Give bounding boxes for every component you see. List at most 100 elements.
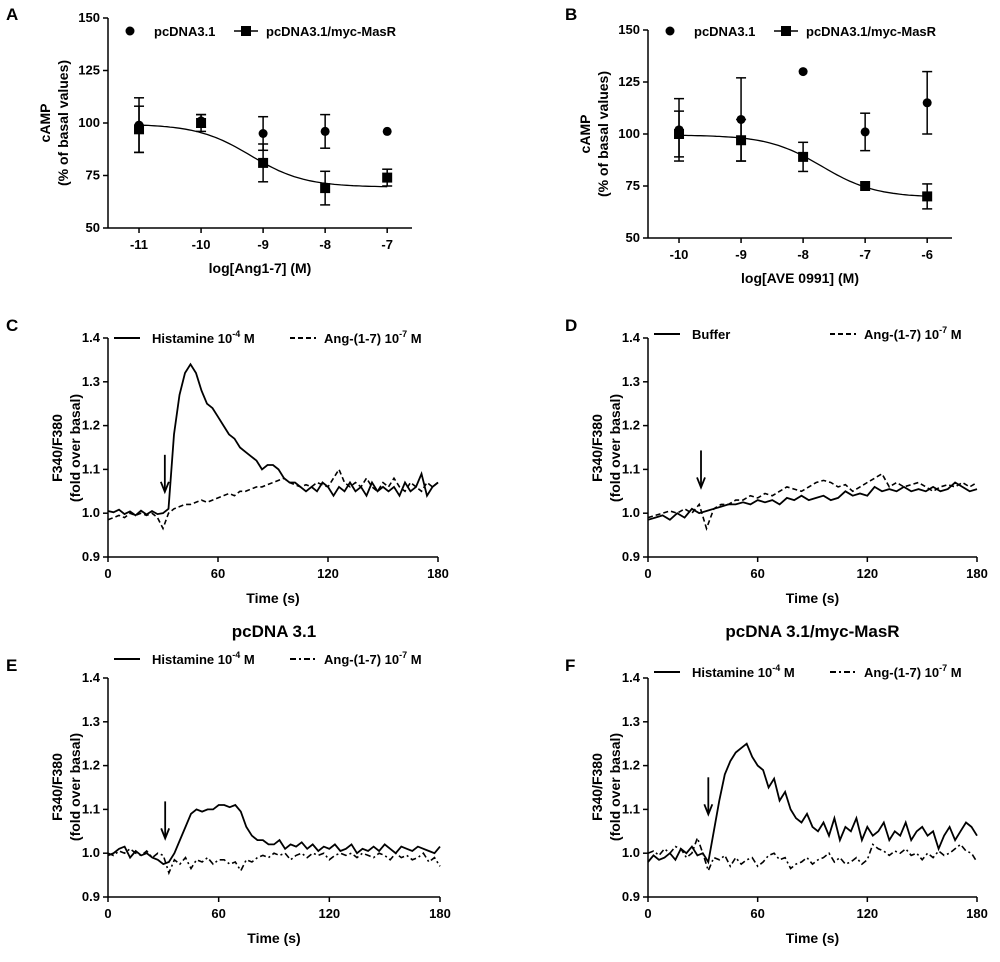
y-tick-label: 150 (78, 10, 100, 25)
y-axis-title: F340/F380 (fold over basal) (49, 394, 83, 502)
panel-a: A 50 75 100 125 150 -11 -10 -9 -8 -7 log[Ang1-7] (M… (6, 5, 412, 276)
legend-label: Ang-(1-7) 10-7 M (324, 650, 422, 667)
y-tick-label: 1.1 (82, 801, 100, 816)
data-point (798, 67, 808, 77)
x-axis-title: Time (s) (786, 930, 839, 946)
y-tick-label: 1.2 (622, 758, 640, 773)
series-line (647, 742, 978, 865)
data-point (674, 129, 685, 139)
data-point (798, 151, 809, 162)
legend-marker-circle (125, 26, 135, 36)
x-axis-title: log[Ang1-7] (M) (209, 260, 312, 276)
panel-letter: C (6, 316, 18, 335)
y-tick-label: 0.9 (82, 889, 100, 904)
y-tick-label: 1.0 (622, 845, 640, 860)
y-tick-label: 1.3 (82, 374, 100, 389)
y-tick-label: 1.4 (82, 670, 101, 685)
x-axis-title: log[AVE 0991] (M) (741, 270, 859, 286)
y-tick-label: 1.4 (622, 330, 641, 345)
y-tick-label: 100 (618, 126, 640, 141)
panel-d: D 0.9 1.0 1.1 1.2 1.3 1.4 0 60 120 180 Time (s) F340… (565, 316, 988, 606)
legend-marker-square (241, 26, 251, 36)
y-axis-title-line: (% of basal values) (55, 60, 71, 186)
x-tick-label: 180 (966, 566, 988, 581)
y-axis-title: F340/F380 (fold over basal) (49, 733, 83, 841)
data-point (736, 135, 747, 146)
panel-letter: E (6, 656, 17, 675)
x-tick-label: 120 (318, 906, 340, 921)
y-tick-label: 1.2 (82, 758, 100, 773)
legend-label: pcDNA3.1/myc-MasR (266, 24, 397, 39)
x-tick-label: 120 (856, 566, 878, 581)
legend-label: Ang-(1-7) 10-7 M (864, 325, 962, 342)
y-axis-title-line: F340/F380 (589, 753, 605, 821)
legend-label: Histamine 10-4 M (152, 329, 255, 346)
y-tick-label: 75 (86, 168, 100, 183)
x-tick-label: 0 (104, 906, 111, 921)
legend-label: Ang-(1-7) 10-7 M (324, 329, 422, 346)
x-tick-label: 60 (211, 906, 225, 921)
x-tick-label: 180 (966, 906, 988, 921)
x-tick-label: 180 (429, 906, 451, 921)
legend-label: Ang-(1-7) 10-7 M (864, 663, 962, 680)
panel-letter: D (565, 316, 577, 335)
stimulus-arrow-head (703, 803, 714, 817)
stimulus-arrow-head (160, 828, 171, 841)
legend-label: pcDNA3.1/myc-MasR (806, 24, 937, 39)
y-axis-title: cAMP (% of basal values) (37, 60, 71, 186)
data-point (258, 129, 268, 138)
y-tick-label: 0.9 (82, 549, 100, 564)
y-tick-label: 1.0 (82, 845, 100, 860)
data-point (382, 126, 392, 136)
data-point (860, 127, 870, 137)
y-tick-label: 1.1 (82, 461, 100, 476)
x-tick-label: 120 (856, 906, 878, 921)
data-point (258, 157, 269, 168)
x-tick-label: -7 (381, 237, 393, 252)
x-axis-title: Time (s) (247, 930, 300, 946)
y-axis-title: F340/F380 (fold over basal) (589, 733, 623, 841)
y-tick-label: 1.4 (622, 670, 641, 685)
x-axis-title: Time (s) (246, 590, 299, 606)
x-tick-label: -10 (670, 247, 689, 262)
y-tick-label: 1.4 (82, 330, 101, 345)
x-tick-label: 0 (644, 906, 651, 921)
y-axis-title-line: F340/F380 (49, 414, 65, 482)
data-point (922, 191, 933, 202)
x-tick-label: -10 (192, 237, 211, 252)
series-line (107, 362, 439, 517)
x-tick-label: 60 (211, 566, 225, 581)
panel-c: C 0.9 1.0 1.1 1.2 1.3 1.4 0 60 120 180 Time (s) F340… (6, 316, 449, 606)
y-tick-label: 0.9 (622, 889, 640, 904)
x-tick-label: 180 (427, 566, 449, 581)
x-tick-label: -7 (859, 247, 871, 262)
x-tick-label: 0 (104, 566, 111, 581)
y-tick-label: 150 (618, 22, 640, 37)
y-axis-title-line: (fold over basal) (607, 733, 623, 841)
series-line (647, 472, 978, 532)
x-tick-label: 60 (750, 566, 764, 581)
y-tick-label: 1.2 (622, 418, 640, 433)
y-tick-label: 0.9 (622, 549, 640, 564)
legend-label: Histamine 10-4 M (152, 650, 255, 667)
series-line (647, 835, 978, 874)
y-tick-label: 1.0 (622, 505, 640, 520)
x-tick-label: -8 (797, 247, 809, 262)
y-tick-label: 1.3 (622, 714, 640, 729)
y-tick-label: 125 (78, 63, 100, 78)
x-tick-label: 0 (644, 566, 651, 581)
x-tick-label: -9 (257, 237, 269, 252)
y-axis-title-line: F340/F380 (49, 753, 65, 821)
y-axis-title-line: (fold over basal) (607, 394, 623, 502)
y-tick-label: 1.0 (82, 505, 100, 520)
y-tick-label: 50 (626, 230, 640, 245)
series-line (647, 481, 978, 521)
data-point (922, 98, 932, 108)
legend-label: pcDNA3.1 (154, 24, 215, 39)
data-point (134, 124, 145, 135)
panel-letter: F (565, 656, 575, 675)
y-axis-title-line: F340/F380 (589, 414, 605, 482)
y-axis-title-line: (fold over basal) (67, 394, 83, 502)
y-axis-title-line: (% of basal values) (595, 71, 611, 197)
